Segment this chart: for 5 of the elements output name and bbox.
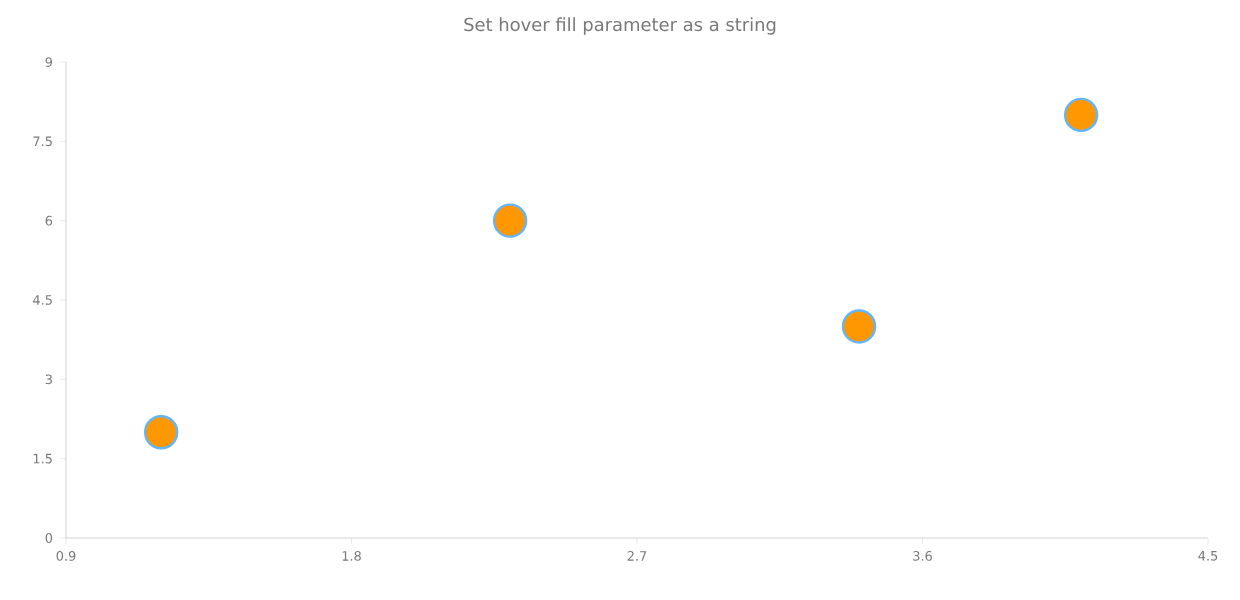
point — [1063, 97, 1099, 133]
chart-title: Set hover fill parameter as a string — [464, 17, 776, 35]
point — [492, 203, 528, 238]
point — [143, 415, 179, 450]
point — [841, 309, 877, 344]
